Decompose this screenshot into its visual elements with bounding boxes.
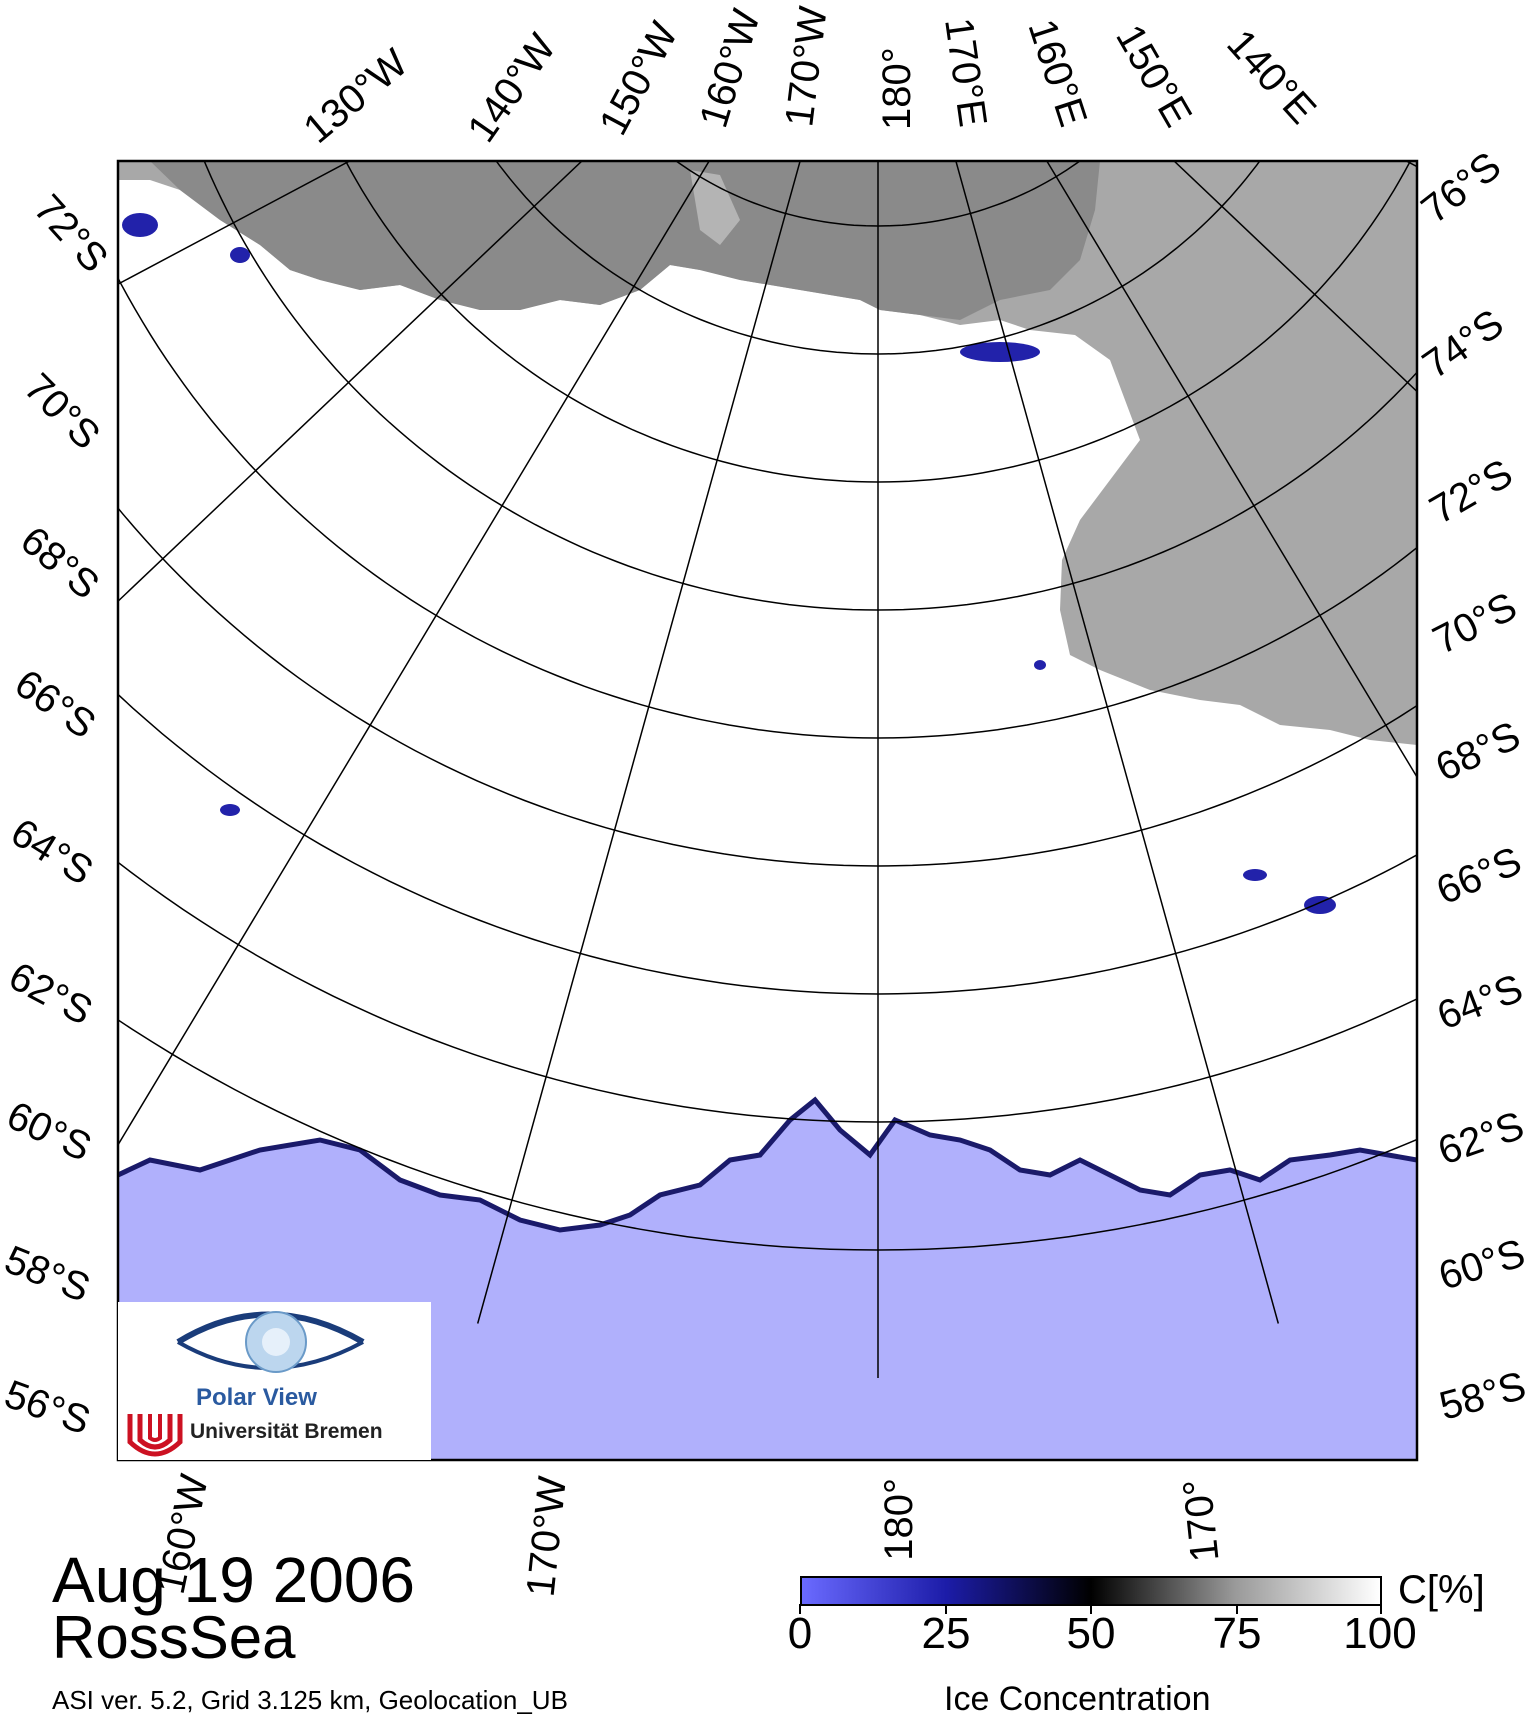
graticule	[118, 161, 1417, 1378]
colorbar-tickmark	[1236, 1604, 1238, 1614]
ice-concentration-colorbar	[800, 1576, 1382, 1606]
meridian-label-180-bottom: 180°	[877, 1478, 921, 1561]
colorbar-tick-label: 25	[921, 1609, 971, 1658]
meridian-label-150e: 150°E	[1107, 18, 1200, 135]
parallel-label-76s-right: 76°S	[1413, 144, 1509, 232]
colorbar-tickmark	[945, 1604, 947, 1614]
antarctica-land	[118, 161, 1417, 745]
meridian-line	[476, 161, 801, 1324]
parallel-label-66s-right: 66°S	[1430, 839, 1527, 914]
parallel-label-62s-right: 62°S	[1433, 1104, 1530, 1174]
parallel-label-60s-left: 60°S	[0, 1093, 98, 1170]
meridian-label-180: 180°	[875, 47, 919, 130]
parallel-label-66s-left: 66°S	[7, 661, 104, 747]
meridian-label-170w: 170°W	[777, 4, 835, 129]
meridian-line	[1045, 161, 1417, 779]
meridian-line	[955, 161, 1280, 1324]
colorbar-tick-label: 50	[1066, 1609, 1116, 1658]
open-ocean	[118, 1100, 1417, 1460]
ross-ice-shelf	[150, 161, 1100, 320]
parallel-label-70s-left: 70°S	[16, 365, 109, 458]
map-frame	[116, 159, 1419, 1462]
colorbar-tickmark	[799, 1604, 801, 1614]
meridian-label-170w-bottom: 170°W	[519, 1474, 575, 1599]
algorithm-info: ASI ver. 5.2, Grid 3.125 km, Geolocation…	[52, 1685, 568, 1715]
colorbar-title: Ice Concentration	[944, 1680, 1211, 1718]
parallel-label-68s-left: 68°S	[12, 518, 107, 608]
colorbar-tick-label: 100	[1343, 1609, 1417, 1658]
parallel-label-64s-right: 64°S	[1431, 966, 1528, 1038]
meridian-label-150w: 150°W	[591, 15, 687, 142]
meridian-label-140e: 140°E	[1218, 22, 1324, 133]
parallel-label-60s-right: 60°S	[1434, 1231, 1530, 1299]
meridian-label-130w: 130°W	[296, 41, 417, 152]
parallel-label-64s-left: 64°S	[3, 810, 100, 894]
uni-bremen-logo-icon	[124, 1414, 186, 1458]
parallel-label-56s-left: 56°S	[0, 1372, 96, 1443]
eye-icon	[124, 1311, 365, 1458]
parallel-label-72s-left: 72°S	[25, 187, 116, 281]
meridian-label-140w: 140°W	[459, 26, 564, 150]
meridian-label-170e: 170°E	[936, 15, 995, 129]
parallel-label-62s-left: 62°S	[2, 954, 100, 1034]
parallel-label-58s-right: 58°S	[1435, 1364, 1531, 1429]
colorbar-tick-label: 75	[1212, 1609, 1262, 1658]
meridian-label-170-bottom: 170°	[1175, 1477, 1227, 1564]
colorbar-unit: C[%]	[1398, 1568, 1485, 1612]
colorbar-tickmark	[1090, 1604, 1092, 1614]
meridian-line	[118, 161, 352, 285]
region-name: RossSea	[52, 1604, 296, 1671]
colorbar-tick-label: 0	[787, 1609, 813, 1658]
logo-subtitle: Universität Bremen	[190, 1420, 383, 1443]
parallel-label-74s-right: 74°S	[1415, 301, 1512, 387]
ice-edge	[118, 1096, 1417, 1233]
ice-shelf-light-patch	[690, 170, 740, 245]
parallel-label-72s-right: 72°S	[1423, 451, 1520, 533]
colorbar-tickmark	[1380, 1604, 1382, 1614]
map-date: Aug 19 2006	[52, 1544, 415, 1616]
meridian-line	[118, 161, 711, 1147]
parallel-label-68s-right: 68°S	[1429, 713, 1527, 790]
parallel-label-70s-right: 70°S	[1426, 584, 1524, 663]
meridian-label-160e: 160°E	[1019, 14, 1095, 132]
logo-title: Polar View	[196, 1384, 317, 1411]
parallel-label-58s-left: 58°S	[0, 1238, 96, 1311]
meridian-label-160w: 160°W	[692, 4, 769, 132]
meridian-line	[118, 161, 583, 603]
polar-view-logo: Polar View Universität Bremen	[118, 1302, 431, 1460]
polynya-patches	[122, 213, 1336, 914]
meridian-line	[1173, 161, 1417, 393]
